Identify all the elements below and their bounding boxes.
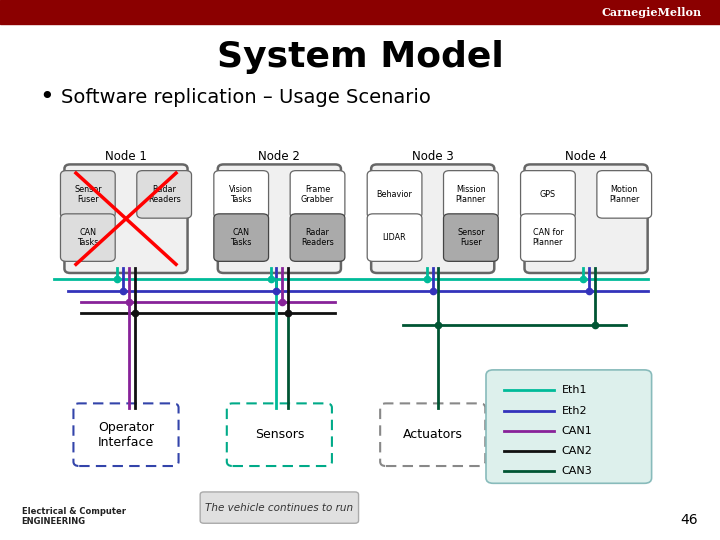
Text: 46: 46 [681, 512, 698, 526]
Text: Software replication – Usage Scenario: Software replication – Usage Scenario [61, 87, 431, 107]
FancyBboxPatch shape [597, 171, 652, 218]
FancyBboxPatch shape [367, 214, 422, 261]
Text: Behavior: Behavior [377, 190, 413, 199]
FancyBboxPatch shape [486, 370, 652, 483]
Text: Mission
Planner: Mission Planner [456, 185, 486, 204]
Text: Electrical & Computer
ENGINEERING: Electrical & Computer ENGINEERING [22, 507, 125, 526]
Text: Frame
Grabber: Frame Grabber [301, 185, 334, 204]
FancyBboxPatch shape [65, 164, 187, 273]
Text: Motion
Planner: Motion Planner [609, 185, 639, 204]
FancyBboxPatch shape [217, 164, 341, 273]
FancyBboxPatch shape [73, 403, 179, 466]
Text: •: • [40, 85, 54, 109]
FancyBboxPatch shape [444, 171, 498, 218]
FancyBboxPatch shape [137, 171, 192, 218]
Text: Sensor
Fuser: Sensor Fuser [74, 185, 102, 204]
Text: Node 3: Node 3 [412, 150, 454, 164]
Text: Node 2: Node 2 [258, 150, 300, 164]
Text: LIDAR: LIDAR [383, 233, 406, 242]
FancyBboxPatch shape [60, 214, 115, 261]
FancyBboxPatch shape [290, 171, 345, 218]
Text: Radar
Readers: Radar Readers [301, 228, 334, 247]
Text: Operator
Interface: Operator Interface [98, 421, 154, 449]
Text: CarnegieMellon: CarnegieMellon [602, 7, 702, 18]
Text: System Model: System Model [217, 40, 503, 73]
Text: Node 4: Node 4 [565, 150, 607, 164]
Text: Eth1: Eth1 [562, 386, 587, 395]
Text: CAN2: CAN2 [562, 446, 593, 456]
Bar [0, 0, 720, 24]
Text: Sensor
Fuser: Sensor Fuser [457, 228, 485, 247]
Text: CAN
Tasks: CAN Tasks [77, 228, 99, 247]
Text: The vehicle continues to run: The vehicle continues to run [205, 503, 354, 512]
Text: CAN for
Planner: CAN for Planner [533, 228, 563, 247]
Text: Actuators: Actuators [402, 428, 463, 441]
Text: CAN1: CAN1 [562, 426, 593, 436]
FancyBboxPatch shape [214, 214, 269, 261]
FancyBboxPatch shape [372, 164, 494, 273]
Text: Sensors: Sensors [255, 428, 304, 441]
Text: CAN
Tasks: CAN Tasks [230, 228, 252, 247]
FancyBboxPatch shape [200, 492, 359, 523]
FancyBboxPatch shape [367, 171, 422, 218]
FancyBboxPatch shape [521, 171, 575, 218]
FancyBboxPatch shape [60, 171, 115, 218]
Text: Eth2: Eth2 [562, 406, 588, 416]
FancyBboxPatch shape [227, 403, 332, 466]
FancyBboxPatch shape [444, 214, 498, 261]
FancyBboxPatch shape [290, 214, 345, 261]
Text: CAN3: CAN3 [562, 467, 593, 476]
Text: Node 1: Node 1 [105, 150, 147, 164]
FancyBboxPatch shape [214, 171, 269, 218]
Text: GPS: GPS [540, 190, 556, 199]
FancyBboxPatch shape [380, 403, 485, 466]
Text: Vision
Tasks: Vision Tasks [229, 185, 253, 204]
FancyBboxPatch shape [524, 164, 648, 273]
Text: Radar
Readers: Radar Readers [148, 185, 181, 204]
FancyBboxPatch shape [521, 214, 575, 261]
